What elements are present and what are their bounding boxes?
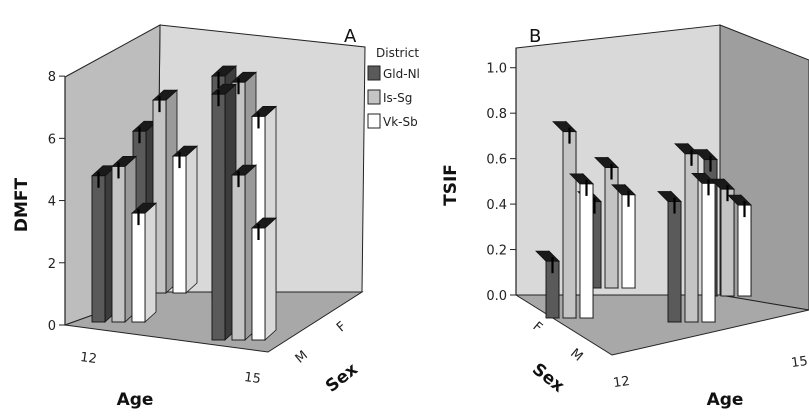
panel-a-sex-tick-f: F <box>334 319 349 335</box>
legend-swatch-gld-nl <box>367 65 381 81</box>
bar-front-face <box>562 131 577 319</box>
bar-front-face <box>701 182 716 323</box>
bar-is-sg-12-M <box>552 120 577 319</box>
panel-b: 0.0 0.2 0.4 0.6 0.8 1.0 B TSIF Age Sex F M 12… <box>441 24 809 410</box>
bar-gld-nl-12-M <box>535 250 560 319</box>
bar-side-face <box>185 145 198 294</box>
bar-front-face <box>720 188 735 297</box>
panel-b-age-tick-15: 15 <box>790 354 808 371</box>
panel-a: 0 2 4 6 8 A DMFT Age Sex 12 15 M F District … <box>12 24 420 410</box>
bar-vk-sb-12-F <box>611 183 636 289</box>
panel-a-sex-tick-m: M <box>293 348 311 367</box>
legend-label-vk-sb: Vk-Sb <box>383 115 418 129</box>
bar-front-face <box>579 183 594 319</box>
bar-side-face <box>144 202 157 323</box>
bar-vk-sb-15-M <box>250 217 278 341</box>
panel-b-floor <box>514 294 809 356</box>
y-tick-label: 0.0 <box>486 289 507 304</box>
bar-front-face <box>91 175 106 323</box>
bar-front-face <box>621 194 636 289</box>
y-tick-label: 0.8 <box>486 107 507 122</box>
legend-title: District <box>376 46 419 60</box>
bar-front-face <box>211 93 226 341</box>
bar-gld-nl-15-M <box>657 190 682 323</box>
panel-b-sex-tick-f: F <box>530 319 545 335</box>
y-tick-label: 2 <box>48 257 56 272</box>
bar-front-face <box>667 201 682 323</box>
bar-is-sg-12-F <box>594 156 619 289</box>
panel-b-x-title: Age <box>707 390 744 410</box>
panel-a-bars <box>90 65 278 341</box>
panel-b-letter: B <box>529 26 541 47</box>
panel-a-x-title: Age <box>117 390 154 410</box>
panel-b-age-tick-12: 12 <box>612 374 630 391</box>
legend-swatch-is-sg <box>367 89 381 105</box>
bar-front-face <box>172 155 187 294</box>
bar-side-face <box>264 217 277 341</box>
bar-front-face <box>111 165 126 323</box>
y-tick-label: 4 <box>48 195 56 210</box>
panel-b-z-title: Sex <box>528 359 568 396</box>
bar-vk-sb-12-M <box>569 172 594 319</box>
y-tick-label: 0.6 <box>486 153 507 168</box>
panel-a-age-tick-15: 15 <box>243 370 261 387</box>
y-tick-label: 6 <box>48 132 56 147</box>
bar-is-sg-15-M <box>230 164 258 341</box>
panel-a-y-title: DMFT <box>12 177 32 232</box>
bar-is-sg-12-M <box>110 155 138 323</box>
y-tick-label: 1.0 <box>486 62 507 77</box>
bar-front-face <box>684 153 699 323</box>
panel-a-z-title: Sex <box>322 359 362 396</box>
panel-b-sex-tick-m: M <box>567 346 585 365</box>
panel-b-bars <box>535 120 752 323</box>
bar-front-face <box>737 204 752 297</box>
panel-b-y-title: TSIF <box>441 164 461 206</box>
bar-vk-sb-12-M <box>130 202 158 323</box>
panel-a-letter: A <box>344 26 357 47</box>
bar-front-face <box>231 174 246 341</box>
legend: District Gld-Nl Is-Sg Vk-Sb <box>367 46 420 129</box>
y-tick-label: 0.4 <box>486 198 507 213</box>
bar-front-face <box>251 227 266 341</box>
bar-front-face <box>131 212 146 323</box>
legend-swatch-vk-sb <box>367 113 381 129</box>
y-tick-label: 0 <box>48 319 56 334</box>
legend-label-is-sg: Is-Sg <box>383 91 412 105</box>
y-tick-label: 0.2 <box>486 244 507 259</box>
bar-is-sg-15-F <box>710 178 735 297</box>
panel-a-age-tick-12: 12 <box>79 350 97 367</box>
y-tick-label: 8 <box>48 70 56 85</box>
bar-vk-sb-15-F <box>727 194 752 297</box>
bar-vk-sb-15-M <box>691 172 716 323</box>
legend-label-gld-nl: Gld-Nl <box>383 67 420 81</box>
bar-vk-sb-12-F <box>171 145 199 294</box>
bar-is-sg-15-M <box>674 142 699 323</box>
